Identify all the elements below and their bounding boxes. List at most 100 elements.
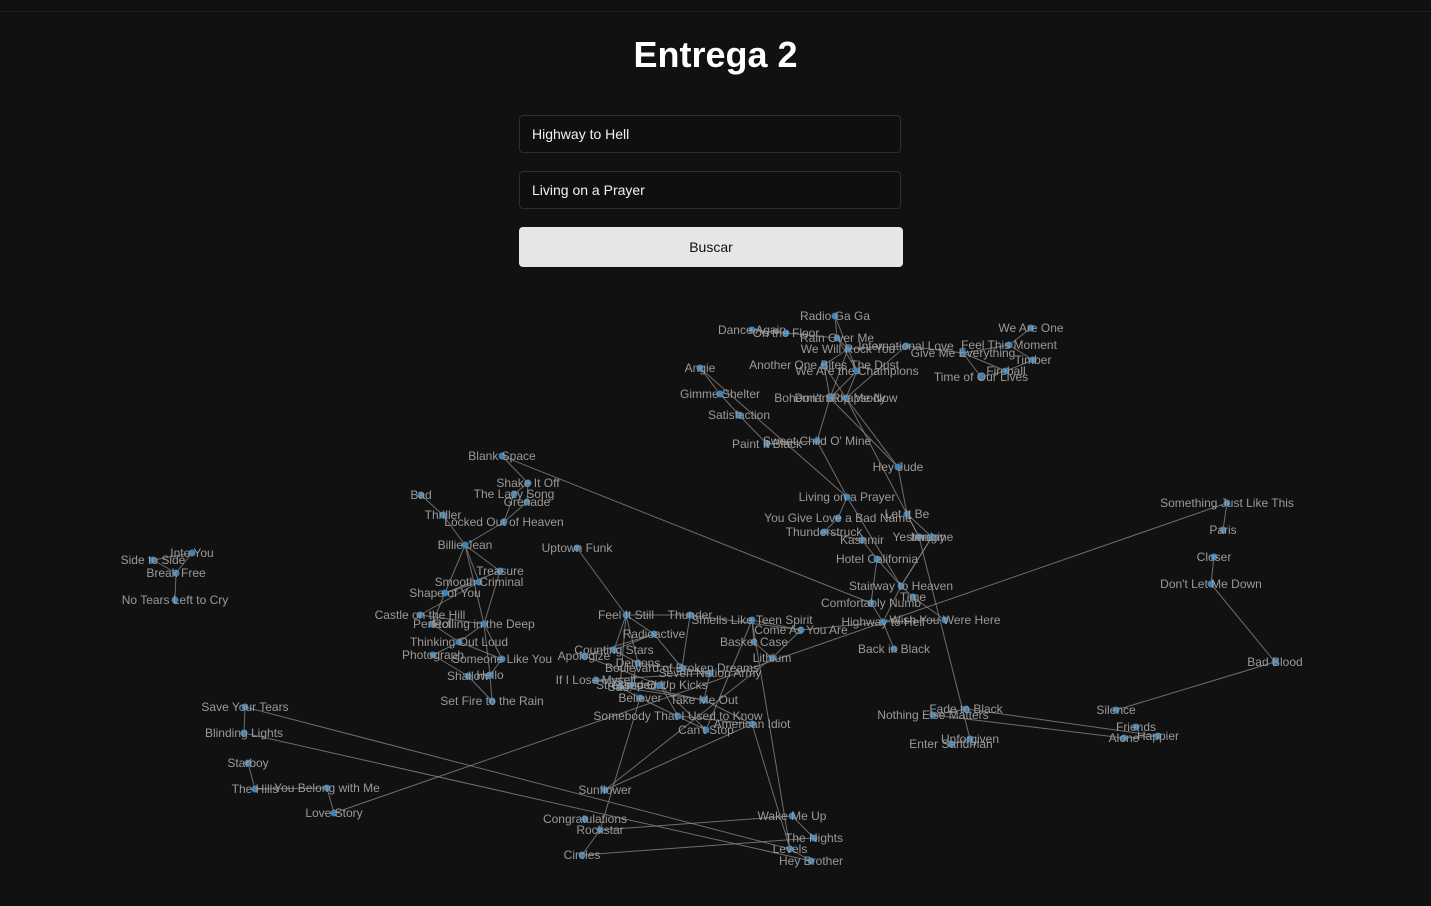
graph-node-dot[interactable] bbox=[897, 582, 905, 590]
graph-node-dot[interactable] bbox=[788, 812, 796, 820]
graph-node[interactable]: Timber bbox=[1015, 353, 1052, 367]
graph-node-dot[interactable] bbox=[510, 490, 518, 498]
graph-node[interactable]: Perfect bbox=[413, 617, 452, 631]
graph-node-dot[interactable] bbox=[853, 367, 861, 375]
graph-node-dot[interactable] bbox=[581, 815, 589, 823]
graph-node[interactable]: Don't Let Me Down bbox=[1160, 577, 1262, 591]
graph-node-dot[interactable] bbox=[1132, 723, 1140, 731]
graph-node-dot[interactable] bbox=[813, 437, 821, 445]
graph-node[interactable]: Fade to Black bbox=[929, 702, 1003, 716]
graph-node-dot[interactable] bbox=[1271, 658, 1279, 666]
graph-node[interactable]: Apologize bbox=[558, 649, 611, 663]
graph-node-dot[interactable] bbox=[702, 726, 710, 734]
graph-node-dot[interactable] bbox=[833, 334, 841, 342]
graph-node-dot[interactable] bbox=[706, 669, 714, 677]
graph-node[interactable]: Friends bbox=[1116, 720, 1156, 734]
graph-node-dot[interactable] bbox=[1002, 367, 1010, 375]
graph-node[interactable]: Levels bbox=[773, 842, 808, 856]
graph-node[interactable]: Bad bbox=[410, 488, 431, 502]
graph-node-dot[interactable] bbox=[573, 544, 581, 552]
graph-node[interactable]: American Idiot bbox=[714, 717, 791, 731]
graph-node[interactable]: Set Fire to the Rain bbox=[440, 694, 543, 708]
graph-node-dot[interactable] bbox=[1027, 324, 1035, 332]
graph-node-dot[interactable] bbox=[768, 654, 776, 662]
graph-node-dot[interactable] bbox=[498, 655, 506, 663]
graph-node[interactable]: Gimme Shelter bbox=[680, 387, 760, 401]
graph-node[interactable]: Blank Space bbox=[468, 449, 536, 463]
graph-node[interactable]: Basket Case bbox=[720, 635, 788, 649]
graph-node-dot[interactable] bbox=[464, 672, 472, 680]
graph-node-dot[interactable] bbox=[1005, 341, 1013, 349]
graph-node-dot[interactable] bbox=[428, 620, 436, 628]
graph-node-dot[interactable] bbox=[149, 556, 157, 564]
graph-node-dot[interactable] bbox=[610, 646, 618, 654]
graph-node-dot[interactable] bbox=[807, 857, 815, 865]
graph-node[interactable]: Comfortably Numb bbox=[821, 596, 921, 610]
graph-node-dot[interactable] bbox=[763, 440, 771, 448]
graph-node-dot[interactable] bbox=[251, 785, 259, 793]
graph-node[interactable]: Satisfaction bbox=[708, 408, 770, 422]
graph-node[interactable]: The Lazy Song bbox=[474, 487, 555, 501]
graph-node-dot[interactable] bbox=[903, 510, 911, 518]
graph-node[interactable]: Angie bbox=[685, 361, 716, 375]
graph-node[interactable]: Don't Stop Me Now bbox=[794, 391, 897, 405]
graph-node-dot[interactable] bbox=[843, 493, 851, 501]
graph-node-dot[interactable] bbox=[240, 729, 248, 737]
graph-node[interactable]: Time of Our Lives bbox=[934, 370, 1028, 384]
graph-node[interactable]: Let It Be bbox=[885, 507, 930, 521]
graph-node[interactable]: Paint It Black bbox=[732, 437, 803, 451]
graph-node[interactable]: Rockstar bbox=[576, 823, 623, 837]
graph-node[interactable]: Wish You Were Here bbox=[889, 613, 1000, 627]
graph-node[interactable]: Living on a Prayer bbox=[799, 490, 896, 504]
graph-node-dot[interactable] bbox=[496, 567, 504, 575]
graph-node[interactable]: Paris bbox=[1209, 523, 1236, 537]
graph-node-dot[interactable] bbox=[627, 681, 635, 689]
graph-node[interactable]: Fireball bbox=[986, 364, 1025, 378]
graph-node-dot[interactable] bbox=[461, 541, 469, 549]
graph-node[interactable]: The Hills bbox=[232, 782, 279, 796]
graph-node[interactable]: Starboy bbox=[227, 756, 268, 770]
graph-node-dot[interactable] bbox=[1029, 356, 1037, 364]
graph-node[interactable]: We Will Rock You bbox=[801, 342, 895, 356]
origin-song-input[interactable] bbox=[519, 115, 901, 153]
graph-node-dot[interactable] bbox=[844, 345, 852, 353]
graph-node[interactable]: Thriller bbox=[425, 508, 462, 522]
graph-node-dot[interactable] bbox=[601, 786, 609, 794]
graph-node[interactable]: Feel This Moment bbox=[961, 338, 1057, 352]
graph-node-dot[interactable] bbox=[735, 411, 743, 419]
graph-node[interactable]: Bohemian Rhapsody bbox=[774, 391, 885, 405]
graph-node-dot[interactable] bbox=[634, 659, 642, 667]
graph-node[interactable]: Somebody That I Used to Know bbox=[593, 709, 763, 723]
graph-node-dot[interactable] bbox=[1120, 734, 1128, 742]
graph-node-dot[interactable] bbox=[1207, 580, 1215, 588]
graph-node[interactable]: Feel It Still bbox=[598, 608, 654, 622]
graph-node-dot[interactable] bbox=[947, 740, 955, 748]
graph-node[interactable]: The Nights bbox=[785, 831, 843, 845]
graph-node[interactable]: Congratulations bbox=[543, 812, 627, 826]
graph-node-dot[interactable] bbox=[678, 664, 686, 672]
destination-song-input[interactable] bbox=[519, 171, 901, 209]
graph-node-dot[interactable] bbox=[748, 720, 756, 728]
graph-node[interactable]: Give Me Everything bbox=[911, 346, 1016, 360]
graph-node[interactable]: Shake It Off bbox=[496, 476, 560, 490]
graph-node[interactable]: Boulevard of Broken Dreams bbox=[605, 661, 759, 675]
graph-node-dot[interactable] bbox=[498, 452, 506, 460]
graph-node-dot[interactable] bbox=[330, 809, 338, 817]
graph-node-dot[interactable] bbox=[486, 671, 494, 679]
graph-node[interactable]: Radioactive bbox=[623, 627, 686, 641]
graph-node-dot[interactable] bbox=[480, 620, 488, 628]
graph-node[interactable]: Rain Over Me bbox=[800, 331, 874, 345]
graph-node-dot[interactable] bbox=[696, 364, 704, 372]
graph-node-dot[interactable] bbox=[962, 705, 970, 713]
graph-node-dot[interactable] bbox=[188, 549, 196, 557]
graph-node-dot[interactable] bbox=[523, 498, 531, 506]
graph-node[interactable]: Circles bbox=[564, 848, 601, 862]
graph-node-dot[interactable] bbox=[797, 626, 805, 634]
graph-node-dot[interactable] bbox=[879, 618, 887, 626]
graph-node[interactable]: You Give Love a Bad Name bbox=[764, 511, 912, 525]
graph-node[interactable]: If I Lose Myself bbox=[556, 673, 637, 687]
graph-node-dot[interactable] bbox=[909, 593, 917, 601]
graph-node[interactable]: Sunflower bbox=[578, 783, 631, 797]
graph-node-dot[interactable] bbox=[592, 676, 600, 684]
search-button[interactable]: Buscar bbox=[519, 227, 903, 267]
